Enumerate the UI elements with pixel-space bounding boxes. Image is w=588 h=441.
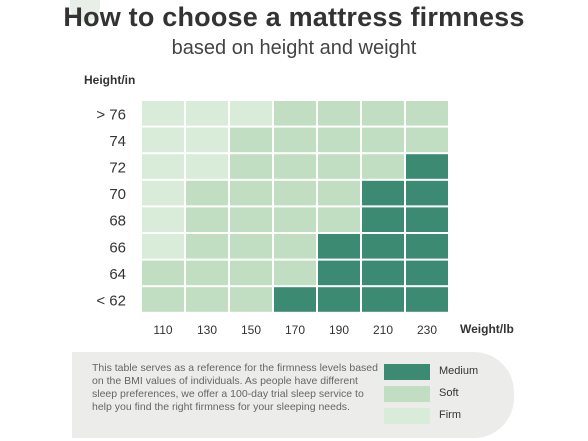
heatmap-cell [406,207,448,232]
heatmap-cell [142,101,184,126]
heatmap-cell [274,180,316,206]
heatmap-cell [230,180,272,206]
heatmap-cell [142,154,184,179]
x-tick-label: 170 [285,323,305,337]
heatmap-cell [230,127,272,153]
y-tick-label: 74 [109,133,126,150]
heatmap-cell [186,260,228,286]
x-tick-label: 210 [373,323,393,337]
heatmap-cell [186,127,228,153]
heatmap-cell [142,287,184,312]
heatmap-cell [362,101,404,126]
x-axis-label: Weight/lb [460,322,514,336]
decorative-circle [70,0,100,22]
y-tick-label: < 62 [96,293,126,310]
heatmap-cell [318,127,360,153]
heatmap-cell [362,127,404,153]
heatmap-cell [362,260,404,286]
heatmap-cell [318,234,360,259]
x-tick-label: 150 [241,323,261,337]
heatmap-cell [186,101,228,126]
heatmap-cell [406,234,448,259]
page-subtitle: based on height and weight [171,37,417,59]
heatmap-cell [362,154,404,179]
heatmap-cell [406,101,448,126]
heatmap-cell [362,207,404,232]
legend-item-firm: Firm [384,408,534,426]
note-text: This table serves as a reference for the… [92,362,378,413]
y-axis-label: Height/in [84,73,136,87]
y-tick-label: 70 [109,186,126,203]
heatmap-cell [406,154,448,179]
y-tick-label: 64 [109,266,126,283]
heatmap-cell [186,234,228,259]
legend-label-soft: Soft [439,387,459,399]
heatmap-cell [230,207,272,232]
heatmap-cell [274,101,316,126]
heatmap-cell [230,101,272,126]
heatmap-cell [362,234,404,259]
legend-swatch-medium [384,364,430,380]
heatmap-cell [406,287,448,312]
heatmap-cell [230,154,272,179]
heatmap-cell [186,207,228,232]
x-tick-label: 110 [153,323,172,337]
legend-item-soft: Soft [384,386,534,404]
heatmap-cell [406,180,448,206]
heatmap-cell [274,127,316,153]
heatmap-cell [186,180,228,206]
heatmap-cell [142,260,184,286]
heatmap-cell [274,154,316,179]
heatmap-cell [230,234,272,259]
x-tick-label: 130 [197,323,217,337]
legend-swatch-firm [384,408,430,424]
heatmap-cell [318,154,360,179]
heatmap-cell [142,180,184,206]
y-tick-label: 72 [109,160,126,177]
y-tick-label: 68 [109,213,126,230]
x-tick-label: 230 [417,323,437,337]
heatmap-cell [142,207,184,232]
heatmap-cell [318,180,360,206]
heatmap-cell [318,101,360,126]
heatmap-cell [362,180,404,206]
heatmap-cell [274,260,316,286]
legend-label-firm: Firm [439,409,461,421]
heatmap-cell [230,260,272,286]
legend-swatch-soft [384,386,430,402]
y-tick-label: > 76 [96,106,126,123]
heatmap-cell [406,260,448,286]
y-tick-label: 66 [109,239,126,256]
heatmap-cell [142,234,184,259]
heatmap-cell [230,287,272,312]
heatmap-cell [318,207,360,232]
heatmap-cell [142,127,184,153]
heatmap-cell [274,207,316,232]
page-title: How to choose a mattress firmness [63,2,525,32]
legend-label-medium: Medium [439,365,479,377]
note-panel: This table serves as a reference for the… [72,352,514,438]
heatmap-cell [318,260,360,286]
heatmap-cell [186,287,228,312]
firmness-heatmap: > 76 74 72 70 68 66 64 < 62 110 130 150 170 190 210 23… [96,101,448,337]
x-tick-label: 190 [329,323,349,337]
heatmap-cell [318,287,360,312]
heatmap-cell [362,287,404,312]
heatmap-cell [406,127,448,153]
heatmap-cell [186,154,228,179]
legend-item-medium: Medium [384,364,534,382]
heatmap-cell [274,234,316,259]
heatmap-cell [274,287,316,312]
